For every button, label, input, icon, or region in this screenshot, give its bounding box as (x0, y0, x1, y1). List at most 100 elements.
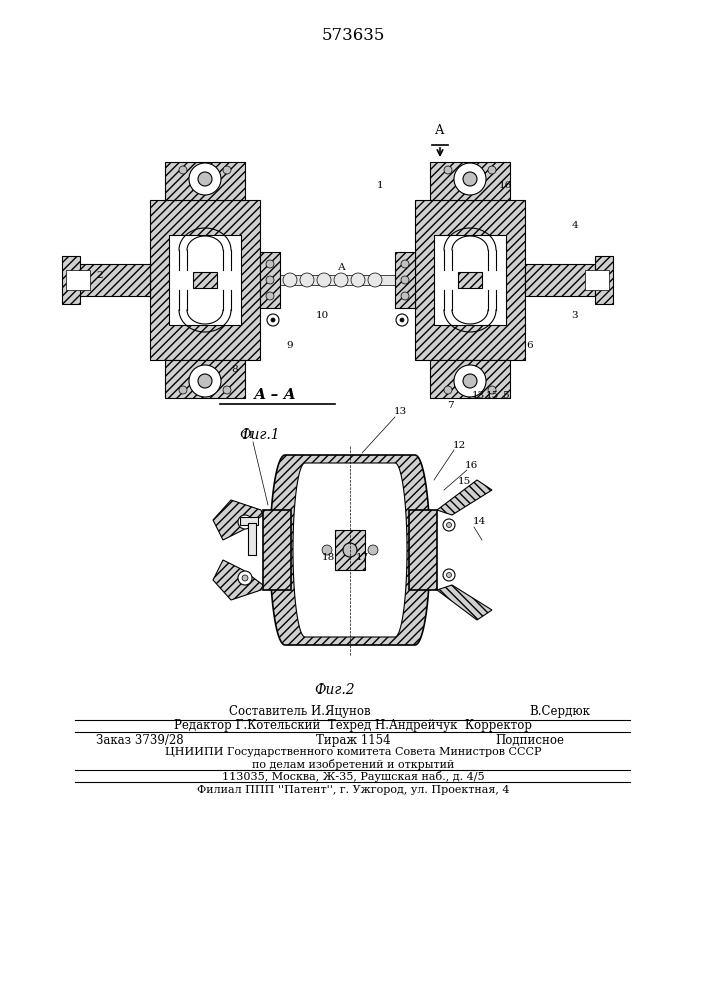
Text: 7: 7 (447, 400, 453, 410)
Circle shape (179, 386, 187, 394)
Text: 4: 4 (572, 221, 578, 230)
Circle shape (368, 545, 378, 555)
Polygon shape (437, 585, 492, 620)
Circle shape (198, 374, 212, 388)
Text: 5: 5 (502, 390, 508, 399)
Circle shape (454, 365, 486, 397)
Text: А: А (436, 124, 445, 137)
Circle shape (322, 545, 332, 555)
Circle shape (223, 166, 231, 174)
Bar (525, 264, 595, 296)
Text: 573635: 573635 (321, 27, 385, 44)
Text: ЦНИИПИ Государственного комитета Совета Министров СССР: ЦНИИПИ Государственного комитета Совета … (165, 747, 542, 757)
Circle shape (401, 276, 409, 284)
Bar (595, 256, 613, 304)
Text: 12: 12 (452, 440, 466, 450)
Text: Тираж 1154: Тираж 1154 (316, 734, 390, 747)
Circle shape (488, 166, 496, 174)
Text: 9: 9 (286, 340, 293, 350)
Bar (415, 200, 525, 360)
Circle shape (198, 172, 212, 186)
Circle shape (189, 365, 221, 397)
Circle shape (343, 543, 357, 557)
Circle shape (351, 273, 365, 287)
Circle shape (400, 318, 404, 322)
Circle shape (443, 569, 455, 581)
Circle shape (447, 522, 452, 528)
Text: 6: 6 (527, 340, 533, 350)
Text: 2: 2 (97, 270, 103, 279)
Text: 15: 15 (486, 390, 498, 399)
Circle shape (179, 166, 187, 174)
Circle shape (266, 260, 274, 268)
Circle shape (189, 163, 221, 195)
Circle shape (223, 386, 231, 394)
Text: А: А (338, 263, 346, 272)
Circle shape (368, 273, 382, 287)
Bar (193, 272, 217, 288)
Circle shape (238, 571, 252, 585)
Text: А – А: А – А (254, 388, 296, 402)
Text: 10: 10 (315, 310, 329, 320)
Text: Заказ 3739/28: Заказ 3739/28 (96, 734, 184, 747)
Polygon shape (293, 463, 407, 637)
Bar (260, 252, 280, 308)
Text: по делам изобретений и открытий: по делам изобретений и открытий (252, 759, 454, 770)
Text: 1: 1 (377, 180, 383, 190)
Bar (169, 235, 241, 325)
Text: Составитель И.Яцунов: Составитель И.Яцунов (229, 705, 370, 718)
Bar (240, 517, 258, 525)
Text: 15: 15 (457, 478, 471, 487)
Bar (430, 162, 510, 200)
Circle shape (447, 572, 452, 578)
Text: 8: 8 (232, 365, 238, 374)
Bar (66, 270, 90, 290)
Polygon shape (270, 455, 430, 645)
Text: 17: 17 (356, 554, 368, 562)
Circle shape (463, 374, 477, 388)
Circle shape (488, 386, 496, 394)
Circle shape (283, 273, 297, 287)
Bar (263, 510, 291, 590)
Bar (458, 272, 482, 288)
Text: Подписное: Подписное (496, 734, 564, 747)
Bar (165, 162, 245, 200)
Text: Филиал ППП ''Патент'', г. Ужгород, ул. Проектная, 4: Филиал ППП ''Патент'', г. Ужгород, ул. П… (197, 785, 509, 795)
Text: 113035, Москва, Ж-35, Раушская наб., д. 4/5: 113035, Москва, Ж-35, Раушская наб., д. … (222, 771, 484, 782)
Bar (150, 200, 260, 360)
Text: 13: 13 (472, 390, 484, 399)
Bar (335, 530, 365, 570)
Text: 13: 13 (393, 408, 407, 416)
Bar (165, 360, 245, 398)
Bar (409, 510, 437, 590)
Circle shape (444, 166, 452, 174)
Circle shape (401, 260, 409, 268)
Circle shape (238, 515, 252, 529)
Circle shape (401, 292, 409, 300)
Text: 11: 11 (241, 430, 255, 440)
Circle shape (317, 273, 331, 287)
Text: Фиг.1: Фиг.1 (240, 428, 280, 442)
Circle shape (242, 575, 248, 581)
Circle shape (266, 276, 274, 284)
Text: Фиг.2: Фиг.2 (315, 683, 356, 697)
Text: 3: 3 (572, 310, 578, 320)
Circle shape (334, 273, 348, 287)
Circle shape (300, 273, 314, 287)
Bar (434, 235, 506, 325)
Circle shape (266, 292, 274, 300)
Text: В.Сердюк: В.Сердюк (530, 705, 590, 718)
Bar (430, 360, 510, 398)
Bar (62, 256, 80, 304)
Circle shape (463, 172, 477, 186)
Circle shape (267, 314, 279, 326)
Circle shape (454, 163, 486, 195)
Polygon shape (213, 560, 263, 600)
Text: Редактор Г.Котельский  Техред Н.Андрейчук  Корректор: Редактор Г.Котельский Техред Н.Андрейчук… (174, 719, 532, 732)
Text: 16: 16 (464, 460, 478, 470)
Polygon shape (213, 500, 263, 540)
Bar (280, 275, 395, 285)
Circle shape (443, 519, 455, 531)
Bar (585, 270, 609, 290)
Circle shape (444, 386, 452, 394)
